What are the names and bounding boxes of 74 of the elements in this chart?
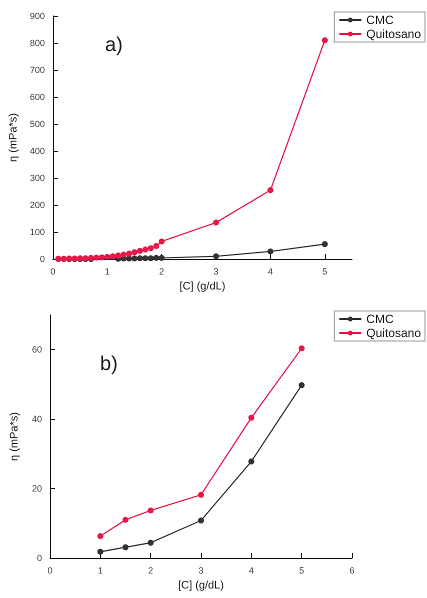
point	[131, 255, 138, 262]
y-tick-label: 0	[36, 553, 42, 563]
point	[120, 252, 127, 258]
legend-label: Quitosano	[366, 27, 422, 41]
point	[158, 254, 165, 261]
y-tick-label: 20	[32, 484, 42, 494]
x-tick-label: 0	[50, 266, 56, 276]
y-tick-label: 900	[30, 11, 45, 21]
y-tick-label: 400	[30, 146, 45, 156]
point	[110, 253, 116, 260]
y-tick-label: 800	[30, 38, 45, 48]
point	[153, 243, 160, 250]
point	[248, 458, 254, 464]
point	[148, 507, 154, 514]
y-tick-label: 40	[32, 414, 42, 424]
point	[298, 345, 305, 352]
x-tick-label: 5	[299, 566, 304, 576]
y-axis-title: η (mPa*s)	[8, 412, 20, 461]
x-tick-label: 4	[268, 266, 273, 276]
point	[97, 548, 104, 555]
point	[136, 248, 143, 254]
point	[158, 238, 165, 244]
point	[142, 255, 148, 262]
point	[213, 220, 220, 226]
point	[122, 544, 128, 550]
legend-label: CMC	[366, 312, 394, 326]
point	[322, 37, 328, 44]
y-axis-title: η (mPa*s)	[8, 113, 20, 162]
x-tick-label: 3	[214, 266, 219, 276]
y-tick-label: 600	[30, 92, 45, 102]
point	[267, 187, 274, 194]
point	[104, 254, 110, 260]
legend-label: Quitosano	[366, 326, 422, 340]
point	[322, 241, 328, 248]
point	[198, 492, 204, 498]
x-tick-label: 2	[159, 266, 164, 276]
point	[122, 516, 128, 523]
point	[148, 540, 154, 546]
x-tick-label: 0	[47, 566, 53, 576]
y-tick-label: 700	[30, 65, 45, 75]
x-tick-label: 1	[98, 566, 103, 576]
y-tick-label: 60	[32, 344, 42, 355]
point	[148, 255, 154, 262]
point	[148, 245, 154, 252]
point	[115, 252, 122, 258]
point	[126, 250, 132, 257]
x-tick-label: 6	[349, 566, 355, 576]
point	[98, 254, 105, 260]
y-tick-label: 200	[30, 200, 45, 210]
x-tick-label: 4	[248, 566, 254, 576]
x-axis-title: [C] (g/dL)	[178, 580, 224, 592]
point	[136, 255, 143, 262]
point	[153, 254, 160, 261]
legend-label: CMC	[366, 13, 394, 27]
point	[97, 533, 104, 540]
y-tick-label: 500	[30, 119, 45, 129]
point	[248, 414, 254, 421]
x-tick-label: 5	[322, 266, 328, 276]
text: b)	[100, 353, 118, 375]
x-tick-label: 2	[148, 566, 154, 576]
point	[142, 246, 148, 253]
y-tick-label: 100	[30, 227, 45, 237]
point	[198, 518, 204, 524]
point	[213, 253, 220, 260]
y-tick-label: 300	[30, 173, 45, 183]
point	[267, 248, 274, 254]
point	[298, 382, 305, 388]
point	[131, 249, 138, 256]
x-tick-label: 3	[198, 566, 204, 576]
point	[93, 254, 100, 261]
text: a)	[105, 34, 123, 56]
x-axis-title: [C] (g/dL)	[180, 280, 226, 292]
x-tick-label: 1	[104, 266, 110, 276]
y-tick-label: 0	[40, 254, 45, 264]
